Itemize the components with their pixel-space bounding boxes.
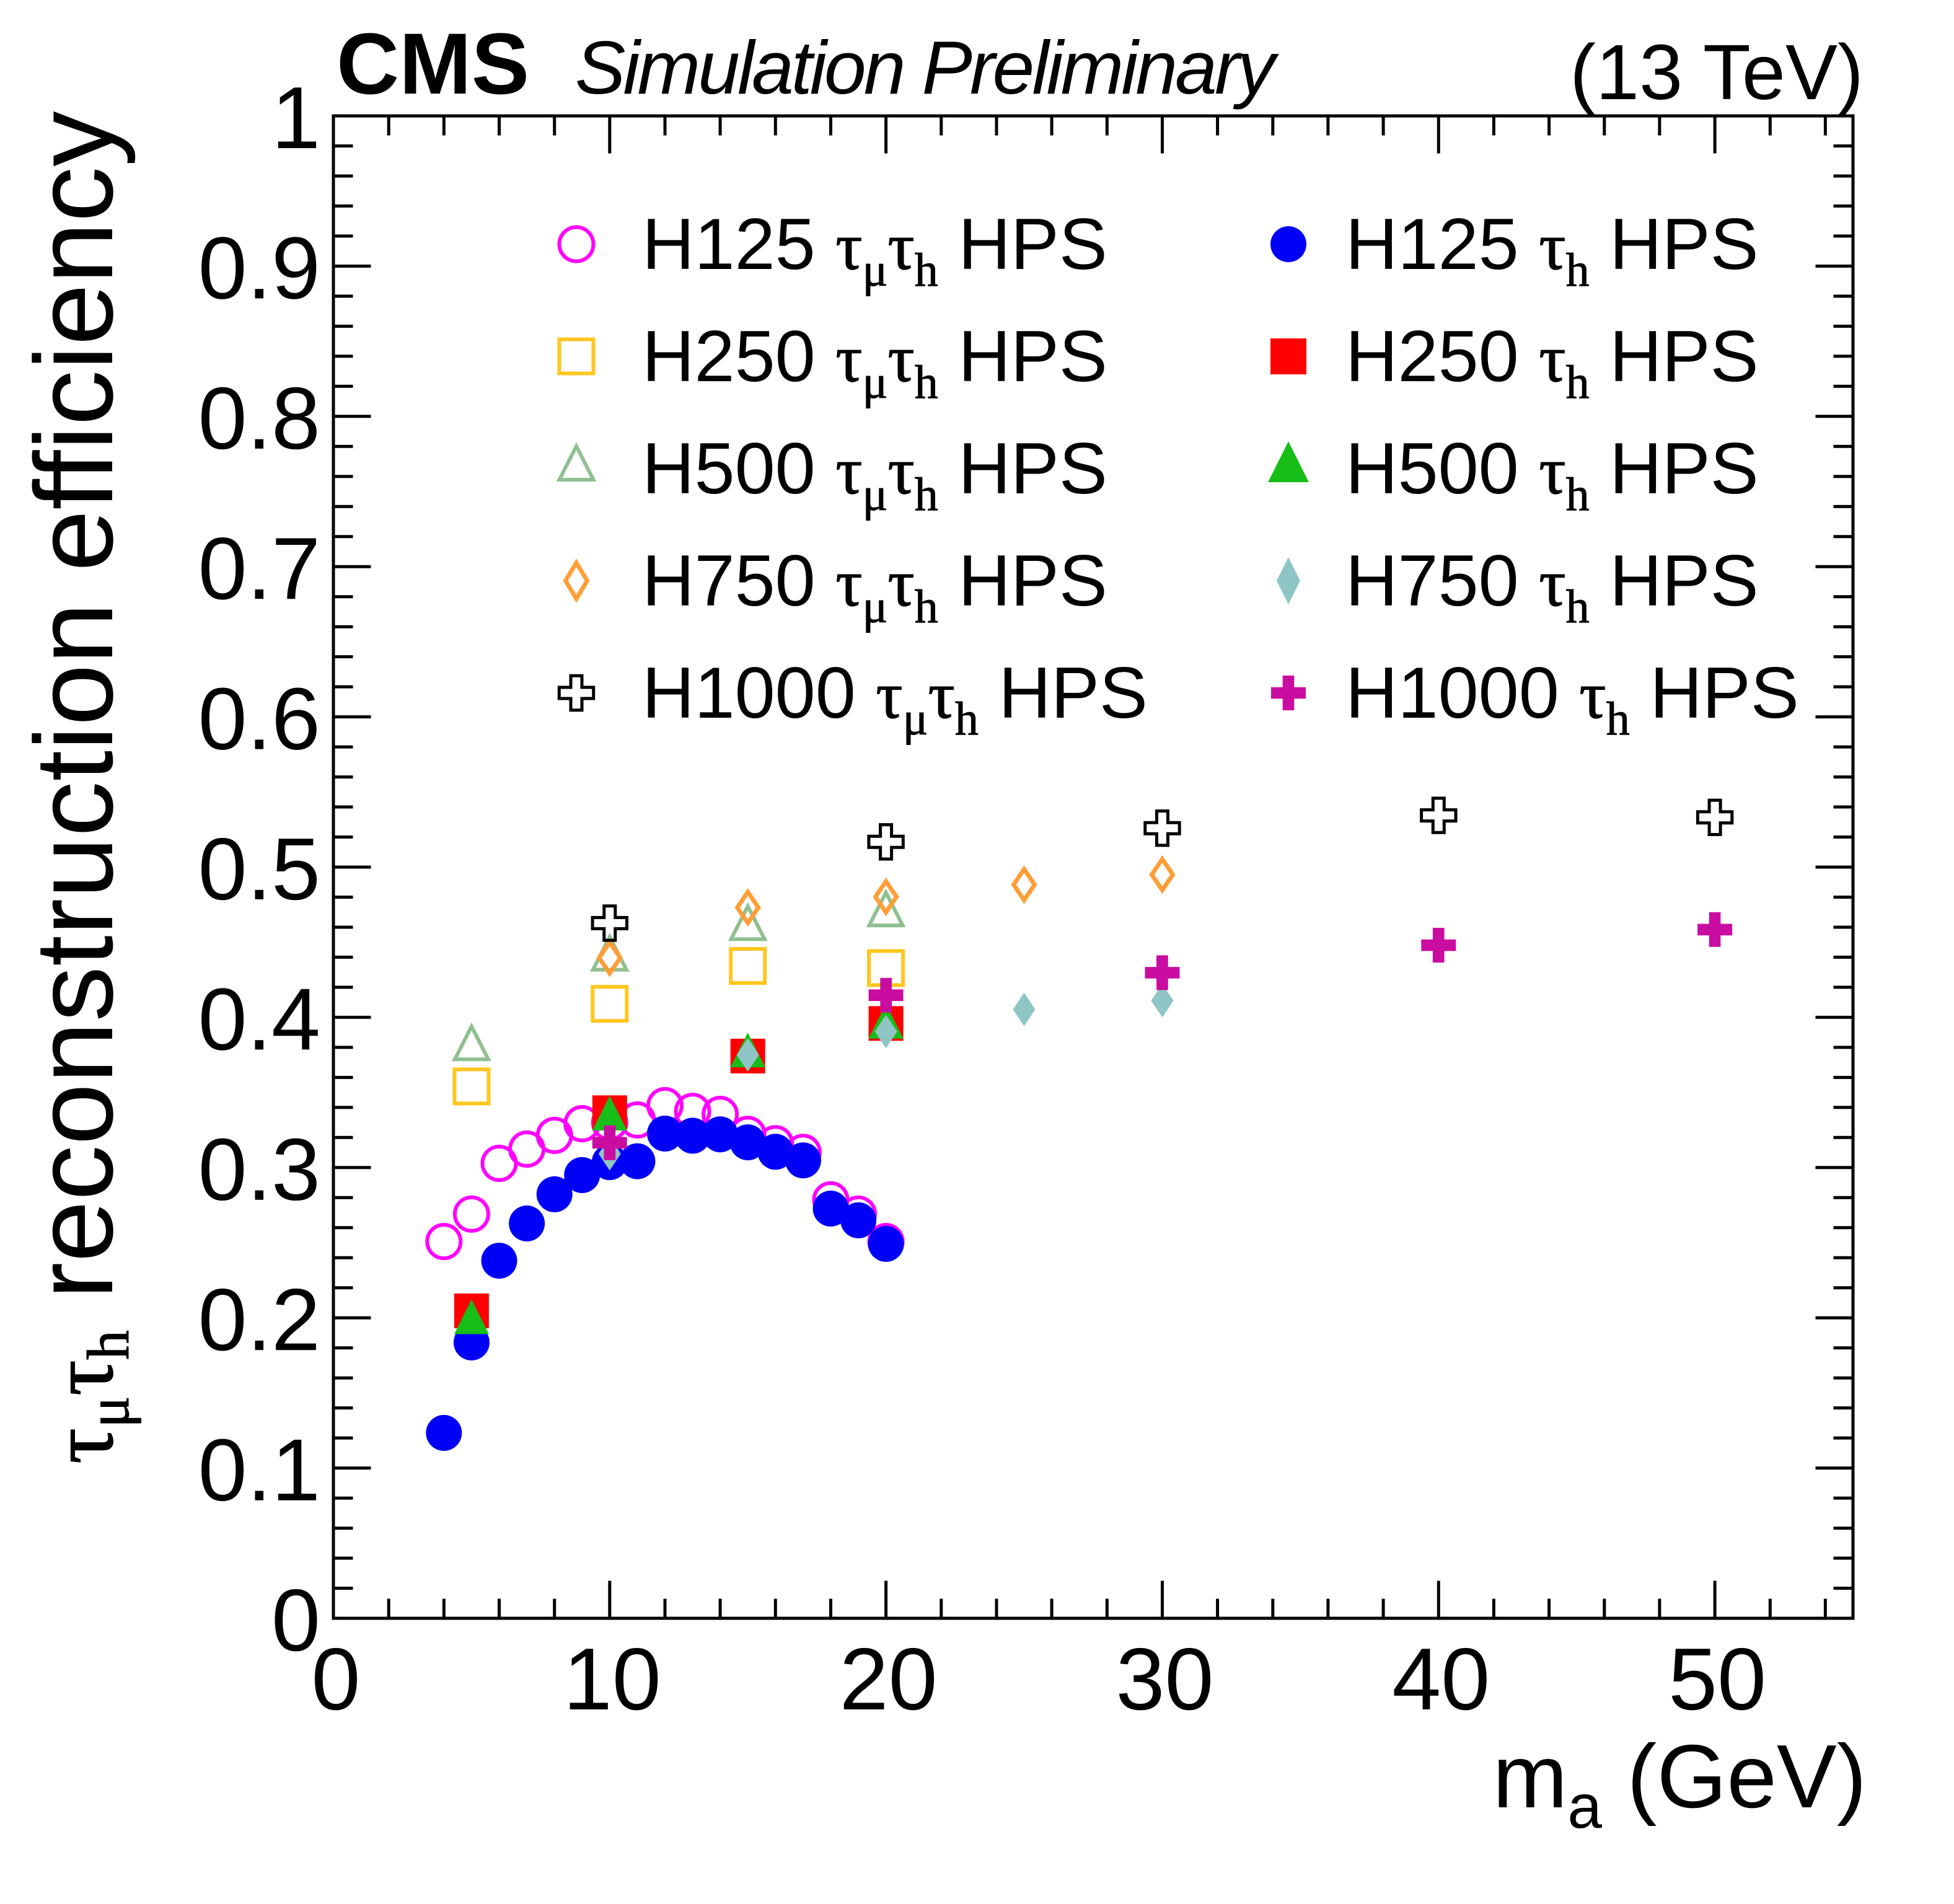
svg-text:Simulation Preliminary: Simulation Preliminary: [575, 25, 1280, 110]
svg-text:H750 τh HPS: H750 τh HPS: [1345, 540, 1759, 633]
svg-text:ma (GeV): ma (GeV): [1493, 1726, 1867, 1841]
svg-text:0.1: 0.1: [198, 1421, 320, 1520]
svg-text:H125 τh HPS: H125 τh HPS: [1345, 203, 1759, 296]
svg-text:H1000 τh HPS: H1000 τh HPS: [1345, 652, 1799, 745]
svg-text:0.6: 0.6: [198, 670, 320, 769]
svg-text:1: 1: [271, 69, 320, 167]
svg-text:0.9: 0.9: [198, 219, 320, 317]
svg-text:50: 50: [1668, 1630, 1766, 1729]
svg-text:30: 30: [1116, 1630, 1214, 1729]
svg-text:0.3: 0.3: [198, 1121, 320, 1219]
svg-text:H250 τμτh HPS: H250 τμτh HPS: [642, 315, 1107, 408]
svg-text:H500 τh HPS: H500 τh HPS: [1345, 428, 1759, 521]
svg-text:10: 10: [563, 1630, 661, 1729]
svg-text:H250 τh HPS: H250 τh HPS: [1345, 315, 1759, 408]
svg-text:0.8: 0.8: [198, 369, 320, 468]
svg-text:0: 0: [312, 1630, 361, 1729]
svg-text:0.2: 0.2: [198, 1271, 320, 1369]
svg-text:0.4: 0.4: [198, 970, 320, 1069]
svg-text:0.7: 0.7: [198, 519, 320, 618]
svg-text:0.5: 0.5: [198, 820, 320, 919]
svg-text:0: 0: [271, 1571, 320, 1670]
svg-text:(13 TeV): (13 TeV): [1570, 29, 1864, 116]
svg-text:τμτh reconstruction efficiency: τμτh reconstruction efficiency: [12, 111, 141, 1464]
svg-text:H1000 τμτh HPS: H1000 τμτh HPS: [642, 652, 1148, 745]
svg-text:20: 20: [840, 1630, 938, 1729]
svg-text:40: 40: [1392, 1630, 1490, 1729]
svg-text:CMS: CMS: [337, 15, 529, 112]
